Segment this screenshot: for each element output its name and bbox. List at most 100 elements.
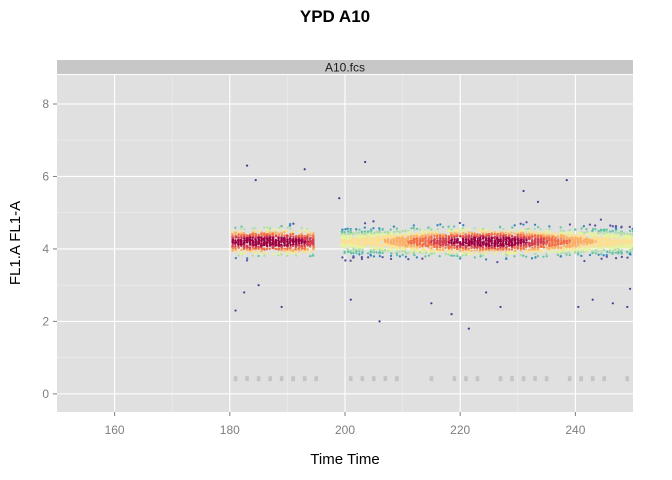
data-point	[528, 245, 531, 248]
data-point	[265, 242, 269, 245]
data-point	[617, 241, 620, 245]
data-point	[303, 250, 306, 254]
data-point	[476, 245, 479, 249]
data-point	[375, 238, 378, 241]
data-point	[381, 249, 384, 253]
data-point	[539, 228, 542, 231]
data-point	[341, 230, 344, 234]
data-point	[597, 241, 600, 245]
data-point	[462, 252, 465, 255]
data-point	[421, 257, 424, 260]
data-point	[243, 246, 246, 249]
data-point	[522, 254, 525, 257]
data-point	[260, 242, 263, 245]
data-point	[459, 243, 462, 246]
data-point	[530, 230, 534, 234]
data-point	[545, 234, 548, 237]
data-point	[271, 246, 274, 249]
baseline-point	[510, 376, 514, 382]
data-point	[594, 228, 597, 231]
data-point	[355, 231, 358, 234]
data-point	[614, 257, 618, 260]
data-point	[513, 246, 516, 250]
data-point	[436, 228, 439, 231]
data-point	[280, 224, 283, 228]
data-point	[476, 239, 480, 242]
data-point	[447, 251, 450, 255]
data-point	[297, 252, 300, 256]
data-point	[274, 229, 277, 232]
data-point	[484, 239, 487, 242]
data-point	[246, 234, 249, 237]
data-point	[545, 246, 549, 249]
data-point	[248, 246, 252, 249]
outlier-point	[378, 320, 381, 323]
data-point	[246, 257, 249, 260]
data-point	[283, 240, 286, 244]
data-point	[277, 252, 280, 255]
data-point	[375, 245, 379, 248]
data-point	[346, 227, 349, 230]
data-point	[386, 239, 390, 243]
data-point	[361, 250, 364, 253]
data-point	[450, 250, 453, 253]
data-point	[389, 231, 392, 235]
data-point	[260, 232, 263, 235]
data-point	[436, 231, 439, 234]
data-point	[237, 234, 240, 238]
data-point	[611, 229, 614, 233]
data-point	[432, 252, 436, 255]
data-point	[257, 229, 261, 232]
outlier-point	[234, 309, 237, 312]
data-point	[599, 218, 603, 221]
data-point	[487, 237, 491, 240]
data-point	[280, 245, 283, 249]
outlier-point	[522, 189, 525, 193]
x-tick-label: 180	[220, 423, 240, 437]
data-point	[462, 232, 465, 235]
data-point	[383, 238, 387, 242]
data-point	[450, 245, 453, 249]
data-point	[243, 235, 246, 238]
data-point	[303, 228, 306, 231]
data-point	[614, 241, 617, 244]
data-point	[577, 247, 580, 250]
data-point	[372, 240, 375, 243]
data-point	[378, 229, 381, 232]
baseline-point	[625, 376, 630, 382]
data-point	[239, 227, 243, 230]
data-point	[626, 232, 629, 235]
data-point	[303, 244, 306, 248]
data-point	[505, 246, 508, 249]
data-point	[283, 237, 286, 241]
data-point	[263, 226, 266, 229]
data-point	[559, 226, 562, 229]
data-point	[254, 246, 257, 249]
data-point	[577, 237, 580, 240]
data-point	[510, 228, 514, 232]
data-point	[545, 240, 548, 243]
data-point	[309, 249, 312, 252]
data-point	[528, 235, 531, 238]
data-point	[369, 250, 373, 253]
data-point	[392, 225, 396, 228]
data-point	[617, 246, 620, 249]
data-point	[464, 251, 467, 254]
data-point	[236, 239, 240, 242]
data-point	[516, 238, 519, 241]
outlier-point	[577, 305, 580, 309]
data-point	[346, 241, 349, 245]
data-point	[349, 230, 353, 234]
data-point	[375, 230, 379, 234]
data-point	[265, 244, 269, 247]
data-point	[406, 238, 410, 242]
data-point	[392, 242, 395, 245]
data-point	[418, 233, 422, 236]
data-point	[479, 243, 482, 246]
data-point	[355, 251, 358, 255]
data-point	[413, 253, 416, 257]
data-point	[286, 250, 289, 254]
data-point	[519, 236, 522, 240]
data-point	[300, 232, 303, 235]
data-point	[277, 232, 280, 235]
